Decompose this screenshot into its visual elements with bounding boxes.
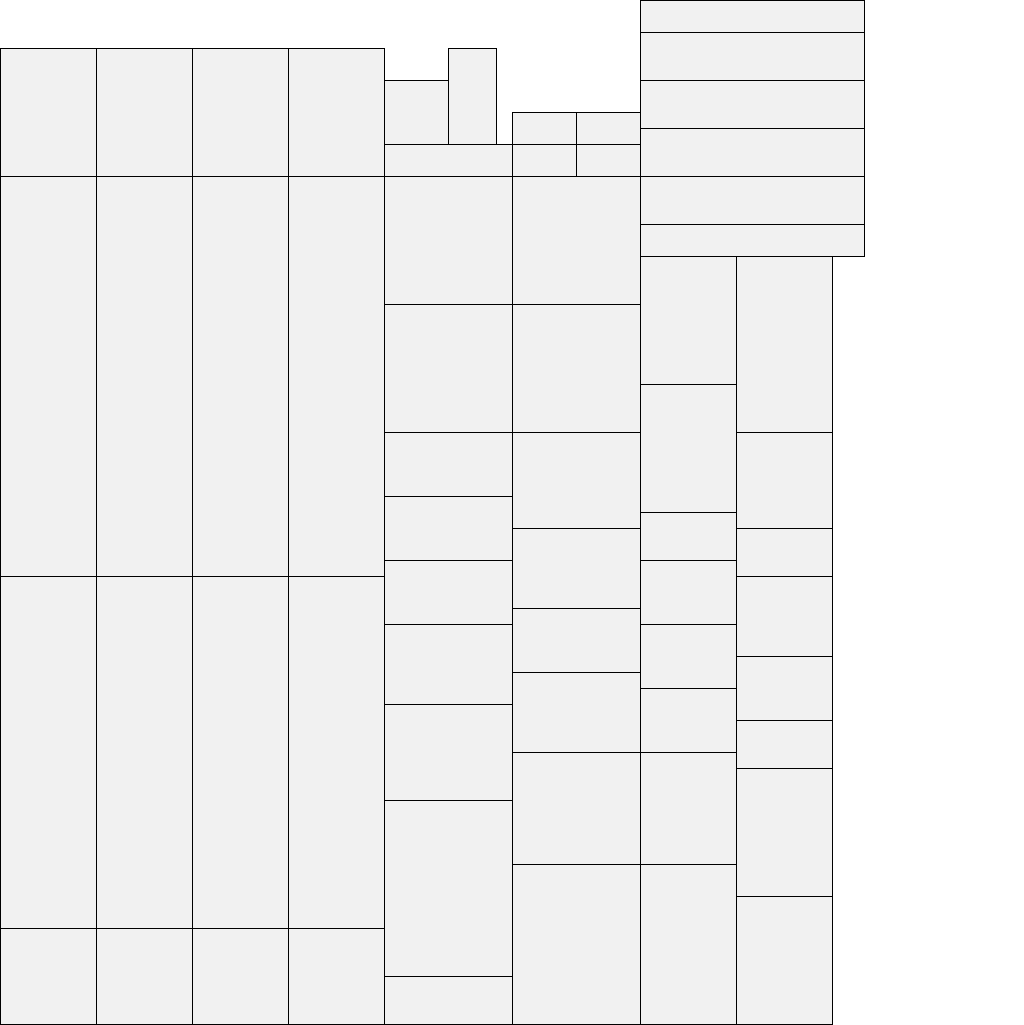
block-cell (512, 528, 641, 609)
block-cell (192, 576, 289, 929)
block-cell (640, 864, 737, 1025)
block-cell (512, 304, 641, 433)
block-cell (384, 560, 513, 625)
block-cell (192, 176, 289, 577)
block-cell (192, 48, 289, 177)
block-cell (640, 512, 737, 561)
block-cell (640, 256, 737, 385)
block-cell (640, 224, 865, 257)
block-cell (288, 48, 385, 177)
block-cell (384, 496, 513, 561)
block-cell (640, 176, 865, 225)
block-cell (736, 656, 833, 721)
block-cell (736, 256, 833, 433)
block-cell (736, 432, 833, 529)
block-cell (640, 624, 737, 689)
block-cell (96, 48, 193, 177)
block-cell (640, 32, 865, 81)
block-cell (384, 304, 513, 433)
block-cell (736, 720, 833, 769)
block-cell (736, 576, 833, 657)
block-cell (512, 176, 641, 305)
block-cell (384, 976, 513, 1025)
block-cell (448, 48, 497, 145)
block-cell (288, 576, 385, 929)
block-cell (384, 80, 449, 145)
block-cell (640, 128, 865, 177)
block-cell (288, 176, 385, 577)
block-cell (640, 384, 737, 513)
block-cell (0, 48, 97, 177)
block-cell (512, 864, 641, 1025)
block-cell (512, 144, 577, 177)
block-cell (384, 176, 513, 305)
block-cell (576, 144, 641, 177)
block-cell (384, 704, 513, 801)
block-cell (384, 432, 513, 497)
block-cell (736, 768, 833, 897)
block-cell (512, 752, 641, 865)
block-cell (384, 800, 513, 977)
block-cell (288, 928, 385, 1025)
block-cell (512, 608, 641, 673)
block-cell (96, 176, 193, 577)
block-cell (736, 528, 833, 577)
block-cell (384, 624, 513, 705)
block-cell (640, 752, 737, 865)
block-cell (0, 176, 97, 577)
block-cell (0, 928, 97, 1025)
block-cell (576, 112, 641, 145)
block-cell (640, 560, 737, 625)
block-cell (640, 80, 865, 129)
block-cell (384, 144, 513, 177)
block-cell (192, 928, 289, 1025)
block-cell (512, 432, 641, 529)
block-cell (0, 576, 97, 929)
block-cell (640, 0, 865, 33)
block-cell (640, 688, 737, 753)
block-cell (96, 576, 193, 929)
block-cell (96, 928, 193, 1025)
block-cell (512, 672, 641, 753)
block-cell (512, 112, 577, 145)
block-cell (736, 896, 833, 1025)
